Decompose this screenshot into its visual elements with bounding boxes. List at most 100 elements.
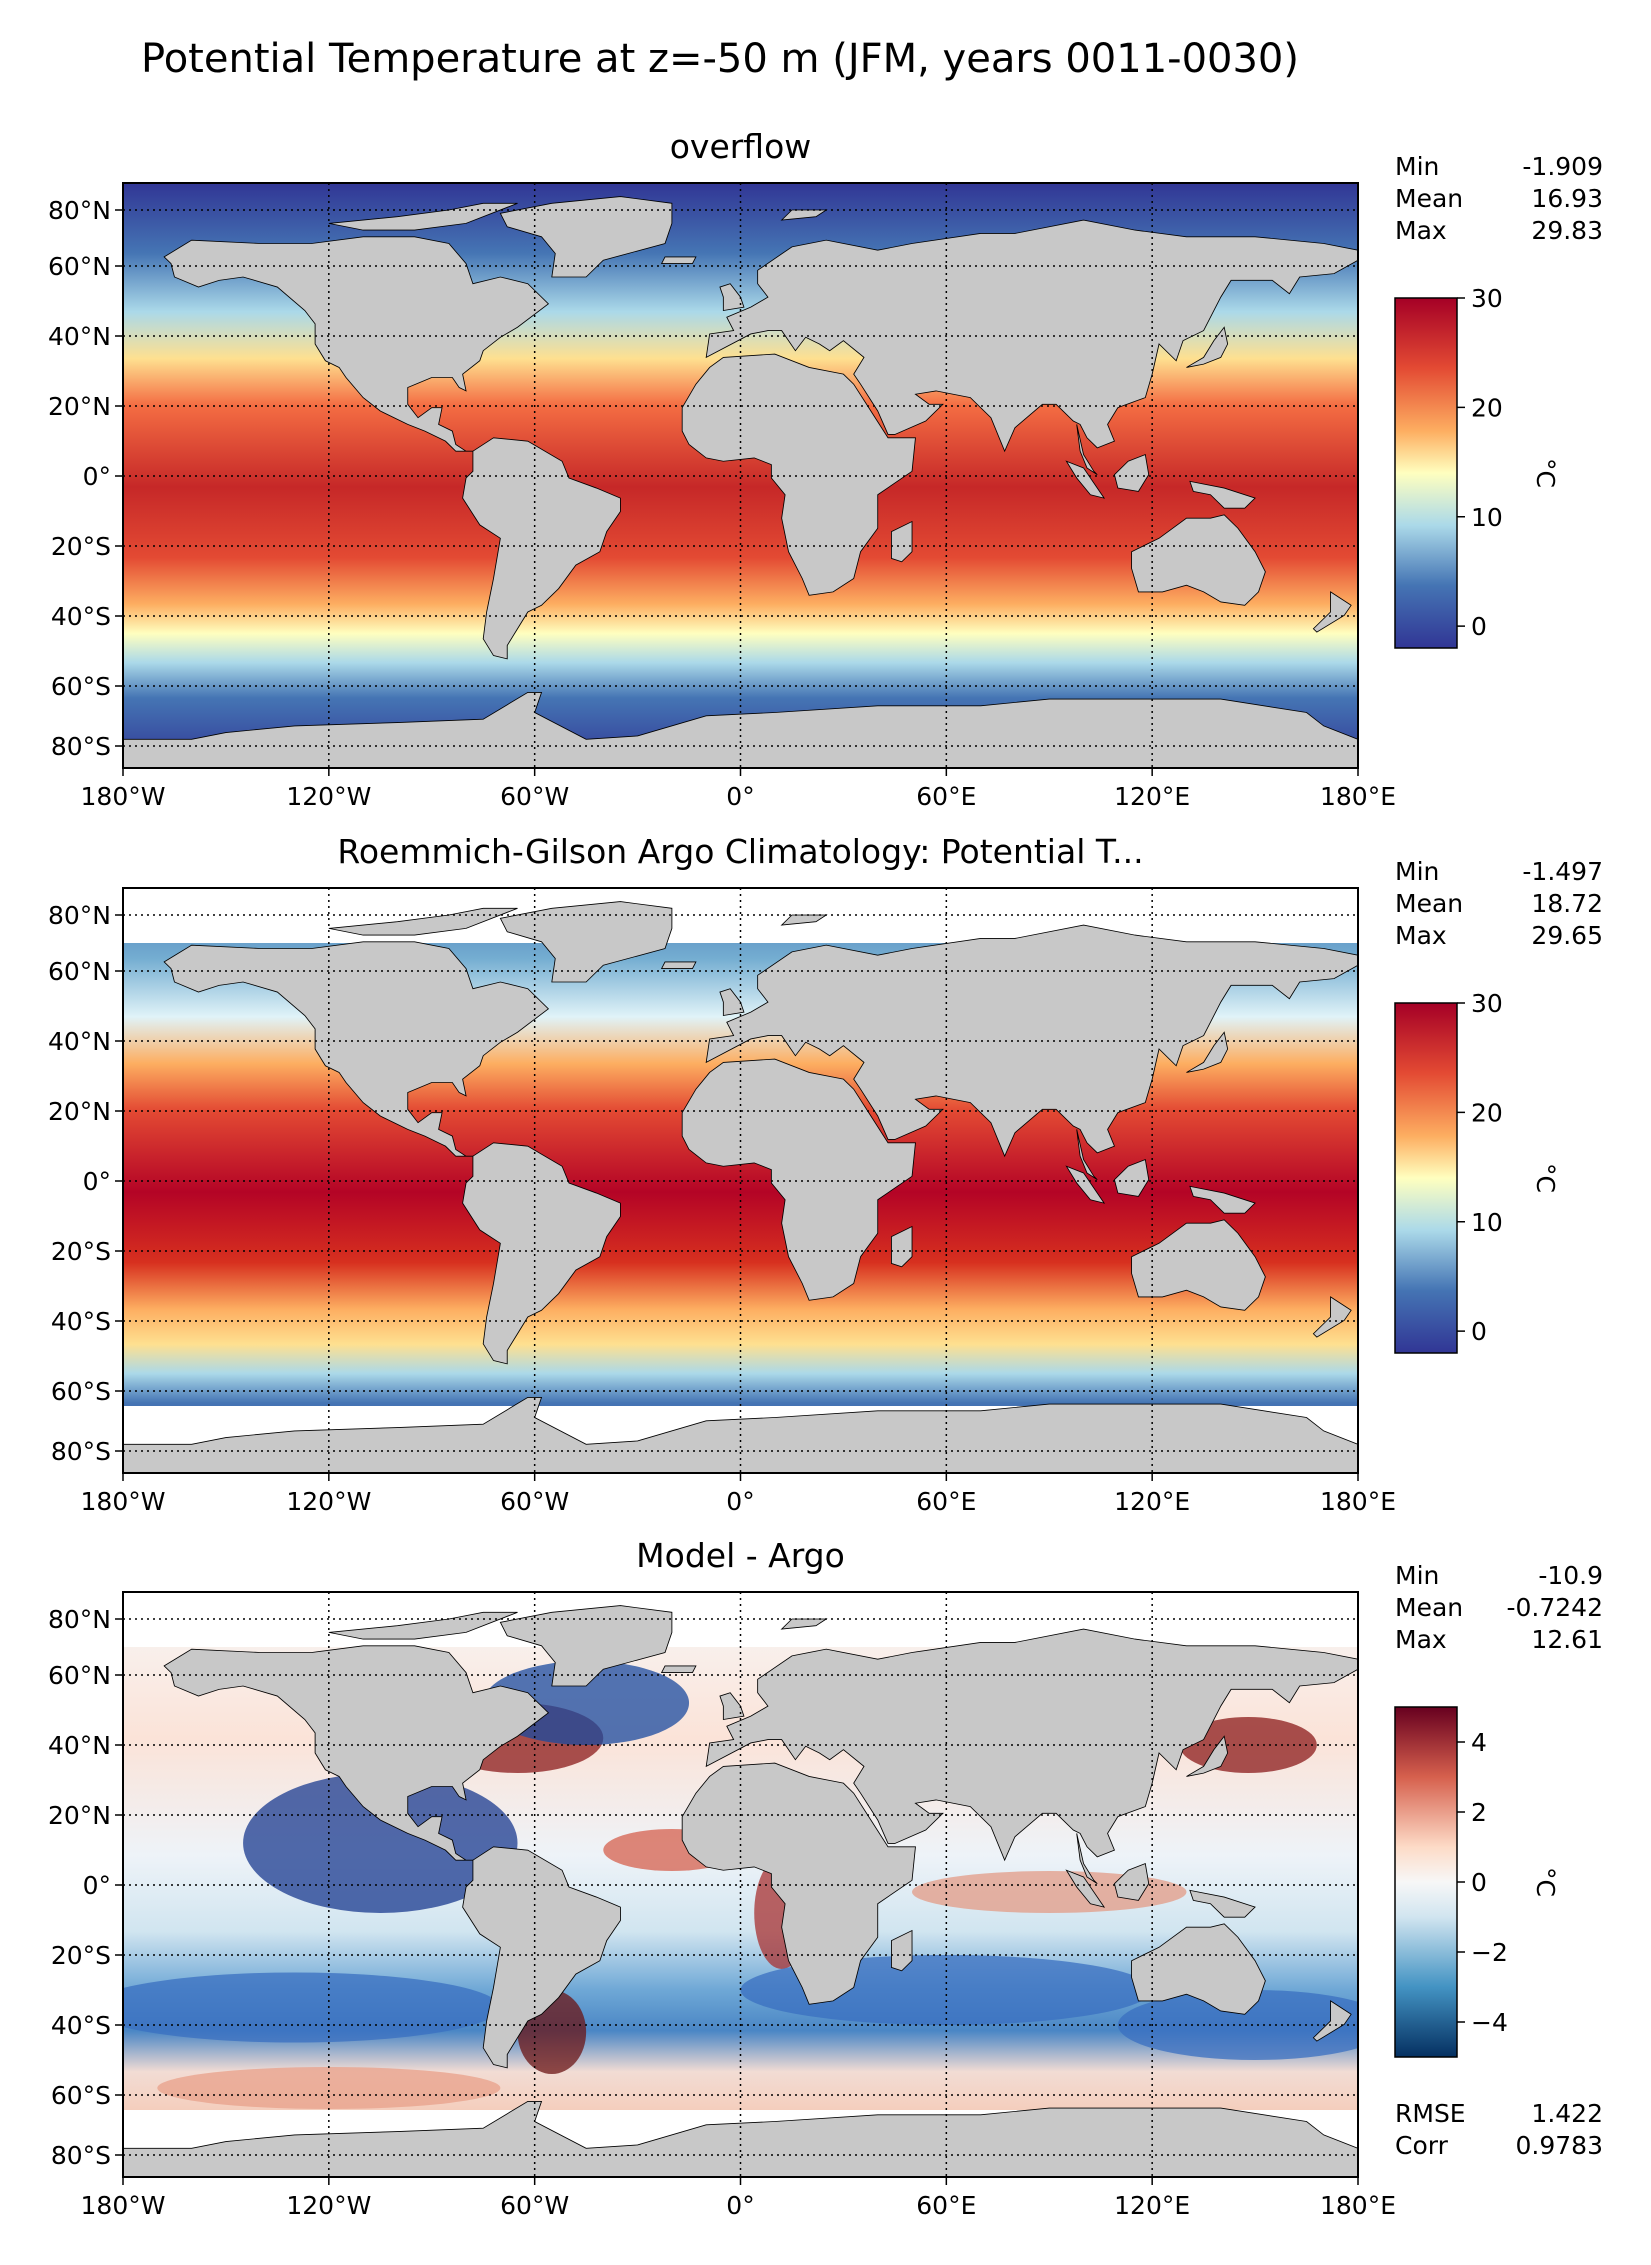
lon-tick-label: 120°E [1114, 1487, 1190, 1516]
lat-tick-label: 0° [83, 462, 111, 491]
lon-tick-label: 120°W [286, 2191, 371, 2220]
lat-tick-label: 80°S [51, 732, 111, 761]
colorbar-tick-label: 10 [1471, 1208, 1503, 1237]
map-field [123, 183, 1358, 768]
lat-tick-label: 20°S [51, 1941, 111, 1970]
lat-tick-label: 60°N [48, 252, 111, 281]
lat-tick-label: 0° [83, 1167, 111, 1196]
lon-tick-label: 120°E [1114, 2191, 1190, 2220]
stat-label: Mean [1395, 1593, 1463, 1622]
stat-label: Mean [1395, 889, 1463, 918]
stat-value: 16.93 [1531, 184, 1603, 213]
figure-title: Potential Temperature at z=-50 m (JFM, y… [141, 36, 1299, 82]
lat-tick-label: 80°N [48, 196, 111, 225]
stat-value: 29.83 [1531, 216, 1603, 245]
lon-tick-label: 60°W [500, 782, 569, 811]
stat-label: RMSE [1395, 2099, 1466, 2128]
stat-label: Max [1395, 921, 1447, 950]
stat-value: 18.72 [1531, 889, 1603, 918]
colorbar-tick-label: 0 [1471, 612, 1487, 641]
colorbar-tick-label: −4 [1471, 2008, 1508, 2037]
lat-tick-label: 80°N [48, 901, 111, 930]
colorbar-tick-label: 20 [1471, 393, 1503, 422]
lon-tick-label: 60°W [500, 1487, 569, 1516]
stat-value: 29.65 [1531, 921, 1603, 950]
lat-tick-label: 20°S [51, 532, 111, 561]
map-panel-2: Roemmich-Gilson Argo Climatology: Potent… [48, 832, 1603, 1516]
lon-tick-label: 60°E [916, 1487, 976, 1516]
colorbar-tick-label: 20 [1471, 1098, 1503, 1127]
colorbar-tick-label: 10 [1471, 503, 1503, 532]
colorbar-unit-label: °C [1531, 1867, 1560, 1897]
lon-tick-label: 120°E [1114, 782, 1190, 811]
colorbar [1394, 1706, 1458, 2058]
lat-tick-label: 60°N [48, 1661, 111, 1690]
lat-tick-label: 20°N [48, 392, 111, 421]
stat-value: -10.9 [1538, 1561, 1603, 1590]
lat-tick-label: 40°S [51, 602, 111, 631]
stat-label: Min [1395, 1561, 1439, 1590]
lat-tick-label: 60°S [51, 1377, 111, 1406]
lat-tick-label: 60°S [51, 672, 111, 701]
colorbar-tick-label: 4 [1471, 1728, 1487, 1757]
map-field [123, 888, 1358, 1473]
map-panel-3: Model - Argo 80°N 60°N 40°N 20°N 0° 20°S 40°S 60… [48, 1536, 1603, 2220]
stat-label: Min [1395, 152, 1439, 181]
panel-title: Roemmich-Gilson Argo Climatology: Potent… [337, 832, 1143, 871]
lat-tick-label: 40°S [51, 2011, 111, 2040]
colorbar-tick-label: 0 [1471, 1868, 1487, 1897]
colorbar-tick-label: 0 [1471, 1317, 1487, 1346]
lon-tick-label: 180°W [81, 782, 166, 811]
stat-label: Max [1395, 1625, 1447, 1654]
stat-value: -0.7242 [1507, 1593, 1604, 1622]
lat-tick-label: 20°N [48, 1801, 111, 1830]
stat-label: Min [1395, 857, 1439, 886]
colorbar-tick-label: 30 [1471, 284, 1503, 313]
lon-tick-label: 120°W [286, 782, 371, 811]
lat-tick-label: 80°S [51, 1437, 111, 1466]
lon-tick-label: 180°E [1320, 782, 1396, 811]
lon-tick-label: 120°W [286, 1487, 371, 1516]
panel-title: overflow [670, 127, 812, 166]
lat-tick-label: 80°S [51, 2141, 111, 2170]
map-field [123, 1592, 1358, 2177]
lat-tick-label: 20°S [51, 1237, 111, 1266]
lon-tick-label: 60°E [916, 2191, 976, 2220]
lat-tick-label: 40°N [48, 322, 111, 351]
lon-tick-label: 180°E [1320, 1487, 1396, 1516]
lat-tick-label: 80°N [48, 1605, 111, 1634]
lat-tick-label: 40°N [48, 1027, 111, 1056]
stat-label: Max [1395, 216, 1447, 245]
colorbar [1394, 297, 1458, 649]
colorbar-unit-label: °C [1531, 1163, 1560, 1193]
stat-value: 0.9783 [1516, 2131, 1603, 2160]
lat-tick-label: 20°N [48, 1097, 111, 1126]
stat-value: 1.422 [1531, 2099, 1603, 2128]
lat-tick-label: 60°N [48, 957, 111, 986]
lon-tick-label: 0° [726, 782, 754, 811]
lat-tick-label: 0° [83, 1871, 111, 1900]
lat-tick-label: 40°N [48, 1731, 111, 1760]
colorbar-tick-label: −2 [1471, 1938, 1508, 1967]
lon-tick-label: 0° [726, 1487, 754, 1516]
colorbar-unit-label: °C [1531, 458, 1560, 488]
stat-value: 12.61 [1531, 1625, 1603, 1654]
lon-tick-label: 180°E [1320, 2191, 1396, 2220]
stat-label: Mean [1395, 184, 1463, 213]
stat-label: Corr [1395, 2131, 1449, 2160]
lon-tick-label: 180°W [81, 1487, 166, 1516]
colorbar [1394, 1002, 1458, 1354]
map-panel-1: overflow 80°N 60°N 40°N 20°N 0° 20°S 40°S 60°S 80… [48, 127, 1603, 811]
lon-tick-label: 0° [726, 2191, 754, 2220]
lon-tick-label: 60°W [500, 2191, 569, 2220]
lat-tick-label: 40°S [51, 1307, 111, 1336]
stat-value: -1.497 [1522, 857, 1603, 886]
lon-tick-label: 180°W [81, 2191, 166, 2220]
colorbar-tick-label: 2 [1471, 1798, 1487, 1827]
panel-title: Model - Argo [636, 1536, 845, 1575]
lat-tick-label: 60°S [51, 2081, 111, 2110]
lon-tick-label: 60°E [916, 782, 976, 811]
colorbar-tick-label: 30 [1471, 989, 1503, 1018]
stat-value: -1.909 [1522, 152, 1603, 181]
